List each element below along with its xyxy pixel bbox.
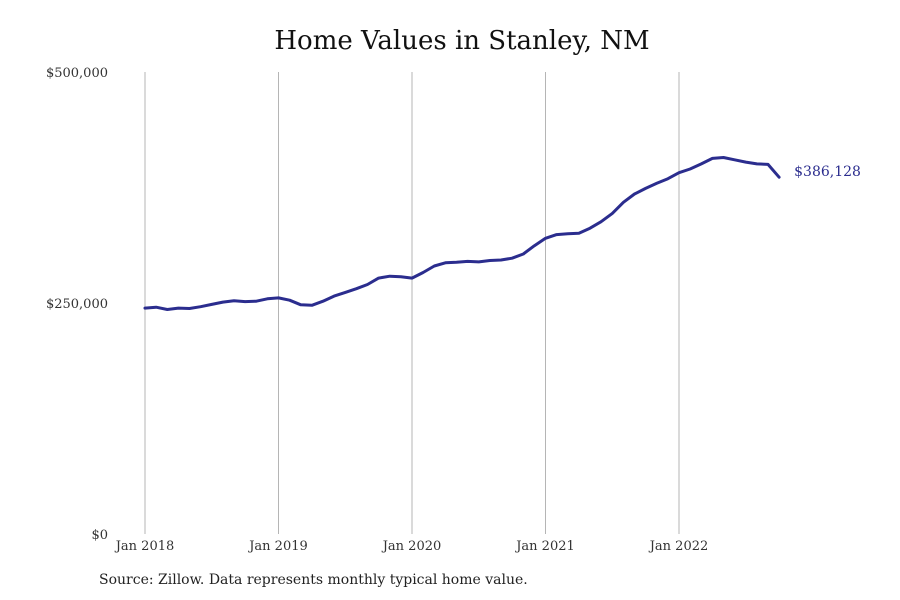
x-tick-label: Jan 2020 (381, 539, 442, 554)
vertical-gridlines (144, 72, 680, 534)
y-axis-ticks: $0 $250,000 $500,000 (46, 66, 108, 543)
x-tick-label: Jan 2019 (247, 539, 308, 554)
x-tick-label: Jan 2018 (114, 539, 175, 554)
home-value-line (143, 156, 781, 311)
x-tick-label: Jan 2021 (514, 539, 575, 554)
x-axis-ticks: Jan 2018 Jan 2019 Jan 2020 Jan 2021 Jan 2022 (114, 539, 709, 554)
y-tick-label: $0 (91, 528, 108, 543)
last-value-label: $386,128 (794, 164, 861, 180)
x-tick-label: Jan 2022 (648, 539, 709, 554)
y-tick-label: $500,000 (46, 66, 108, 81)
y-tick-label: $250,000 (46, 297, 108, 312)
chart-title: Home Values in Stanley, NM (274, 26, 650, 56)
source-note: Source: Zillow. Data represents monthly … (99, 572, 528, 588)
